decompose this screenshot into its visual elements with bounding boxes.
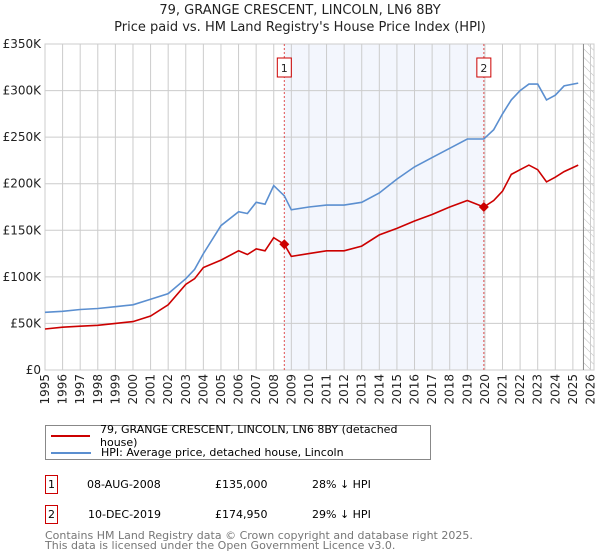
chart-subtitle: Price paid vs. HM Land Registry's House … [114,20,486,35]
x-tick-label: 2005 [214,374,228,405]
x-tick-label: 2025 [566,374,580,405]
legend-swatch-red [51,434,90,437]
sale-price: £135,000 [215,478,268,491]
sale-label-box [276,57,292,78]
sale-row: 2 10-DEC-2019 £174,950 29% ↓ HPI [45,505,445,525]
sale-date: 08-AUG-2008 [87,478,161,491]
x-tick-label: 2022 [513,374,527,405]
x-tick-label: 2024 [548,374,562,405]
x-tick-label: 2012 [337,374,351,405]
sale-hpi-diff: 29% ↓ HPI [312,508,371,521]
y-tick-label: £350K [3,37,43,51]
footer-licence: This data is licensed under the Open Gov… [45,539,396,552]
y-tick-label: £100K [3,270,43,284]
sale-price: £174,950 [215,508,268,521]
sale-label: 1 [281,62,288,75]
x-tick-label: 2026 [583,374,597,405]
y-tick-label: £300K [3,84,43,98]
sale-label: 2 [480,62,487,75]
x-tick-label: 1995 [38,374,52,405]
y-tick-label: £200K [3,177,43,191]
legend-label: HPI: Average price, detached house, Linc… [101,446,344,459]
x-tick-label: 2023 [531,374,545,405]
legend-item-property: 79, GRANGE CRESCENT, LINCOLN, LN6 8BY (d… [46,423,430,449]
x-tick-label: 2019 [460,374,474,405]
price-chart: £0 £50K £100K £150K £200K £250K £300K £350K 1995… [3,37,598,405]
x-tick-label: 2021 [496,374,510,405]
footer-copyright: Contains HM Land Registry data © Crown c… [45,529,473,542]
x-tick-label: 1996 [56,374,70,405]
y-tick-label: £50K [10,316,42,330]
x-tick-label: 2006 [232,374,246,405]
y-tick-label: £250K [3,130,43,144]
x-tick-label: 2000 [126,374,140,405]
x-tick-label: 2004 [196,374,210,405]
sale-badge: 1 [45,475,58,494]
x-tick-label: 2015 [390,374,404,405]
x-tick-label: 1998 [91,374,105,405]
x-tick-label: 2008 [267,374,281,405]
footer: Contains HM Land Registry data © Crown c… [45,529,473,552]
x-tick-label: 2001 [144,374,158,405]
y-tick-label: £0 [26,363,41,377]
sale-hpi-diff: 28% ↓ HPI [312,478,371,491]
x-tick-label: 2010 [302,374,316,405]
x-tick-label: 2020 [478,374,492,405]
forecast-hatch [583,44,594,370]
sale-label-box [476,57,492,78]
x-tick-label: 2014 [372,374,386,405]
legend-swatch-blue [51,451,91,454]
x-tick-label: 1999 [108,374,122,405]
x-tick-label: 2018 [443,374,457,405]
x-tick-label: 2011 [320,374,334,405]
x-tick-label: 2017 [425,374,439,405]
sale-point [279,239,290,250]
legend-label: 79, GRANGE CRESCENT, LINCOLN, LN6 8BY (d… [100,422,398,449]
sale-point [478,202,489,213]
series-line-property [44,164,579,330]
x-tick-label: 2016 [408,374,422,405]
x-tick-label: 2002 [161,374,175,405]
sale-badge: 2 [45,505,58,524]
chart-title: 79, GRANGE CRESCENT, LINCOLN, LN6 8BY [159,3,441,18]
series-line-hpi [44,82,579,314]
x-tick-label: 2003 [179,374,193,405]
plot-border [44,43,595,371]
sale-row: 1 08-AUG-2008 £135,000 28% ↓ HPI [45,475,445,495]
x-tick-label: 2013 [355,374,369,405]
legend-item-hpi: HPI: Average price, detached house, Linc… [46,444,344,461]
x-tick-label: 2007 [249,374,263,405]
sale-date: 10-DEC-2019 [88,508,162,521]
x-tick-label: 1997 [73,374,87,405]
y-tick-label: £150K [3,223,43,237]
x-tick-label: 2009 [284,374,298,405]
legend: 79, GRANGE CRESCENT, LINCOLN, LN6 8BY (d… [45,423,431,461]
